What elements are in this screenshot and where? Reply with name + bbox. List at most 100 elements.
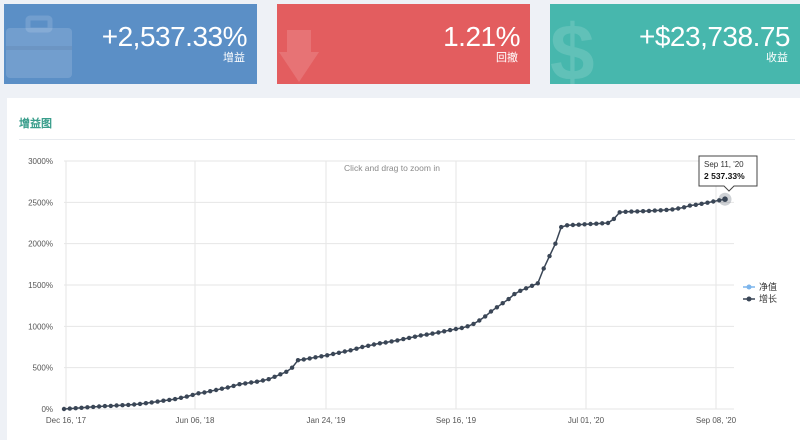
drawdown-value: 1.21% (443, 21, 520, 52)
data-point (424, 332, 429, 337)
data-point (506, 296, 511, 302)
data-point (547, 253, 552, 259)
tooltip-value: 2 537.33% (704, 171, 745, 181)
profit-label: 收益 (766, 52, 788, 64)
data-point (500, 301, 505, 306)
data-point (319, 354, 324, 359)
data-point (711, 199, 716, 204)
x-tick-label: Dec 16, '17 (46, 416, 87, 425)
data-point (442, 329, 447, 334)
data-point (553, 241, 558, 246)
data-point (67, 406, 73, 411)
data-point (488, 309, 494, 314)
x-tick-label: Sep 08, '20 (696, 416, 737, 425)
hover-point (722, 196, 728, 202)
data-point (676, 206, 681, 211)
data-point (594, 221, 599, 226)
y-tick-label: 2000% (28, 240, 53, 249)
data-point (705, 200, 710, 205)
data-point (225, 385, 230, 390)
data-point (582, 222, 587, 227)
data-point (570, 222, 576, 228)
profit-card: $ +$23,738.75 收益 (550, 4, 800, 84)
y-tick-label: 500% (33, 364, 53, 373)
data-point (483, 314, 488, 319)
data-point (635, 209, 640, 214)
data-point (330, 351, 336, 357)
data-point (91, 404, 96, 410)
data-point (518, 288, 523, 293)
data-point (600, 221, 605, 226)
data-point (149, 400, 154, 405)
data-point (266, 377, 271, 382)
x-tick-label: Jul 01, '20 (568, 416, 605, 425)
data-point (477, 318, 482, 323)
profit-value: +$23,738.75 (639, 21, 791, 52)
y-tick-label: 3000% (28, 157, 53, 166)
panel-title: 增益图 (19, 118, 52, 130)
data-point (278, 372, 283, 377)
data-point (325, 353, 330, 358)
x-tick-label: Jun 06, '18 (176, 416, 215, 425)
data-point (494, 305, 500, 310)
data-point (406, 335, 412, 341)
data-point (313, 355, 318, 360)
tooltip-box (698, 155, 758, 192)
data-point (190, 392, 195, 398)
legend-swatch-marker (746, 296, 752, 302)
briefcase-icon (6, 15, 72, 78)
gain-card: +2,537.33% 增益 (4, 4, 257, 84)
data-point (167, 397, 172, 403)
data-point (249, 380, 254, 385)
data-point (377, 341, 383, 346)
data-point (96, 404, 102, 409)
legend-swatch-marker (746, 284, 752, 290)
data-point (535, 281, 540, 286)
svg-text:$: $ (550, 10, 595, 84)
divider (19, 139, 795, 140)
data-point (360, 344, 365, 350)
data-point (243, 381, 248, 386)
drawdown-card: 1.21% 回撤 (277, 4, 530, 84)
data-point (120, 403, 125, 408)
data-point (289, 365, 295, 370)
zoom-hint: Click and drag to zoom in (344, 163, 440, 173)
gain-label: 增益 (223, 52, 245, 64)
data-point (85, 405, 90, 410)
data-point (172, 396, 178, 402)
data-point (670, 207, 675, 212)
data-point (617, 210, 622, 215)
data-point (108, 403, 114, 409)
data-point (219, 386, 225, 391)
data-point (132, 402, 137, 407)
x-tick-label: Jan 24, '19 (307, 416, 346, 425)
data-point (348, 348, 353, 353)
data-point (295, 358, 301, 363)
data-point (126, 402, 131, 408)
x-tick-label: Sep 16, '19 (436, 416, 477, 425)
data-point (512, 291, 517, 297)
data-point (395, 338, 400, 343)
y-tick-label: 1500% (28, 281, 53, 290)
data-point (681, 205, 687, 210)
data-point (453, 326, 459, 332)
data-point (114, 403, 119, 408)
data-point (717, 198, 722, 203)
data-point (196, 391, 201, 396)
data-point (342, 349, 347, 354)
data-point (646, 208, 652, 214)
data-point (272, 374, 277, 379)
data-point (588, 221, 593, 227)
data-point (231, 383, 236, 389)
series-line (63, 198, 726, 410)
data-point (465, 324, 470, 329)
data-point (178, 395, 184, 400)
data-point (307, 356, 312, 361)
legend-item-growth: 增长 (759, 293, 777, 304)
data-point (430, 331, 435, 336)
data-point (412, 334, 418, 339)
data-point (447, 327, 453, 333)
data-point (623, 209, 628, 214)
y-tick-label: 1000% (28, 322, 53, 331)
